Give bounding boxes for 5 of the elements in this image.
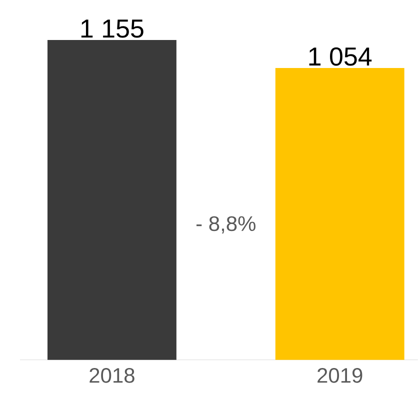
x-tick-label: 2018 xyxy=(90,368,134,383)
annotation: - 8,8% xyxy=(196,216,256,234)
x-tick-label: 2019 xyxy=(318,368,362,383)
data-label: 1 054 xyxy=(309,47,372,66)
data-label: 1 155 xyxy=(81,20,144,38)
